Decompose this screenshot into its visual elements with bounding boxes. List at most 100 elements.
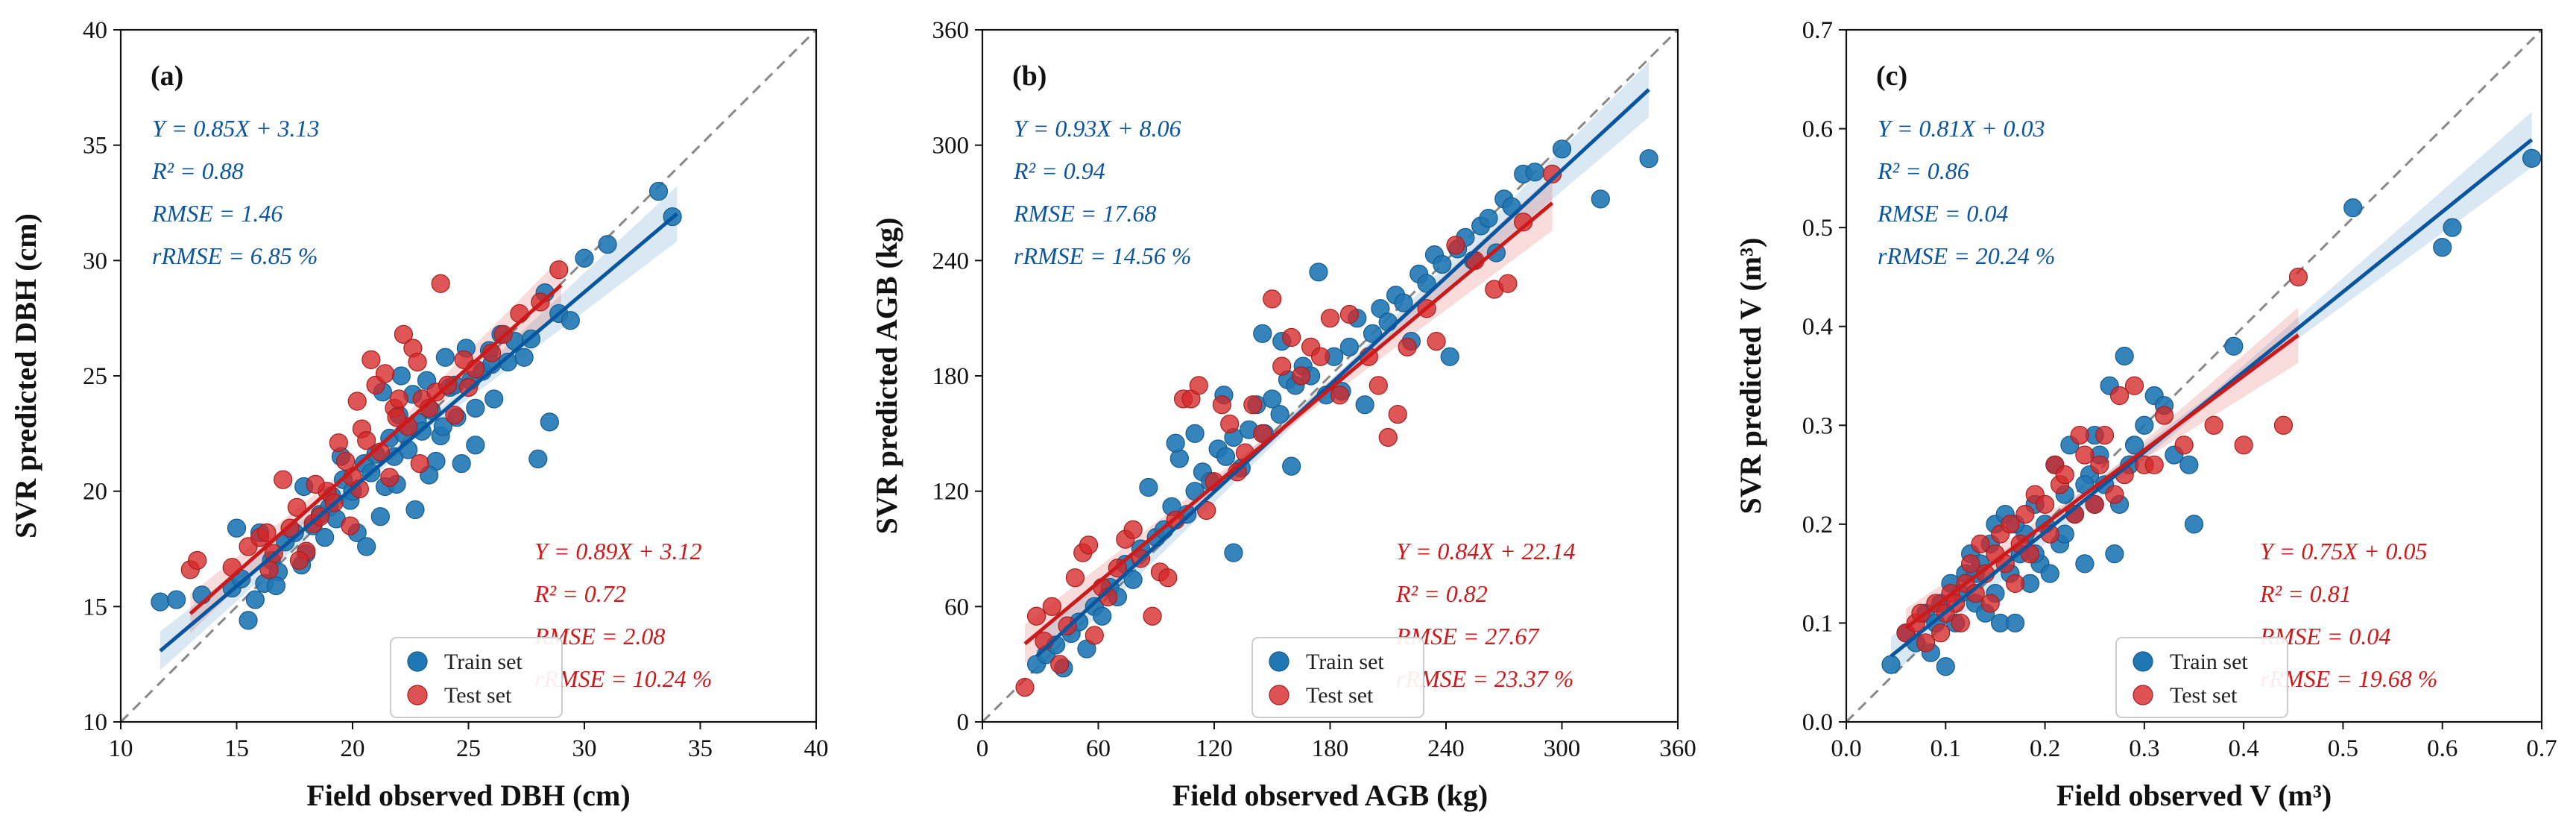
train-point	[484, 389, 504, 409]
test-point	[1253, 424, 1272, 443]
train-stat-line: R² = 0.94	[1013, 157, 1105, 184]
train-point	[435, 348, 455, 367]
test-point	[1542, 164, 1562, 183]
legend-test-label: Test set	[1306, 683, 1374, 708]
train-stat-line: rRMSE = 14.56 %	[1014, 242, 1191, 269]
y-axis-title: SVR predicted DBH (cm)	[9, 213, 42, 538]
test-point	[1498, 274, 1518, 293]
y-tick-label: 0.0	[1802, 709, 1833, 736]
test-stat-line: Y = 0.84X + 22.14	[1396, 538, 1576, 565]
train-point	[2040, 564, 2059, 583]
train-point	[1936, 657, 1955, 676]
train-point	[2343, 198, 2363, 218]
test-point	[1263, 289, 1282, 309]
train-point	[528, 449, 548, 468]
train-point	[151, 592, 170, 612]
chart-panel-2: 0 60 120 180 240 300 360 0 60 120 180 240 300 360 Fiel…	[870, 17, 1696, 812]
test-point	[1220, 414, 1240, 434]
y-tick-label: 0.4	[1802, 314, 1833, 341]
plot-frame	[1845, 28, 2543, 723]
train-point	[315, 527, 335, 547]
x-tick-label: 0	[976, 735, 989, 762]
train-stat-line: Y = 0.85X + 3.13	[152, 115, 320, 142]
legend-train-marker	[1269, 651, 1289, 672]
test-point	[2174, 436, 2194, 455]
y-tick-label: 0.1	[1802, 610, 1833, 637]
x-tick-label: 0.3	[2129, 735, 2159, 762]
legend-test-label: Test set	[2170, 683, 2238, 708]
test-point	[329, 433, 348, 453]
legend-box	[1251, 637, 1424, 718]
test-point	[410, 453, 429, 474]
train-point	[391, 366, 411, 386]
train-point	[2124, 436, 2144, 455]
test-point	[1339, 304, 1360, 324]
test-point	[1971, 534, 1990, 553]
test-point	[1042, 597, 1061, 616]
test-point	[362, 350, 381, 369]
train-point	[1355, 395, 1374, 415]
train-point	[561, 311, 580, 330]
y-tick-label: 0.5	[1802, 215, 1833, 242]
y-tick-label: 30	[83, 248, 107, 274]
x-tick-label: 0.2	[2030, 735, 2060, 762]
train-stat-line: rRMSE = 6.85 %	[152, 242, 318, 269]
test-point	[2154, 406, 2174, 425]
train-point	[1253, 324, 1272, 343]
legend: Train set Test set	[2115, 637, 2288, 718]
train-stat-line: R² = 0.86	[1877, 157, 1969, 184]
train-point	[466, 436, 485, 455]
train-point	[2184, 515, 2204, 534]
x-tick-label: 240	[1427, 735, 1465, 762]
test-point	[375, 364, 395, 383]
train-point	[1123, 570, 1143, 589]
test-point	[1085, 626, 1104, 645]
train-point	[239, 611, 258, 630]
y-tick-label: 60	[944, 594, 969, 620]
test-point	[1398, 337, 1417, 356]
test-point	[2090, 455, 2109, 474]
test-stat-line: R² = 0.72	[534, 580, 626, 607]
test-point	[394, 324, 414, 344]
test-point	[1916, 633, 1936, 653]
test-point	[1065, 568, 1085, 588]
test-point	[2273, 415, 2294, 435]
test-stat-line: R² = 0.82	[1395, 580, 1488, 607]
x-tick-label: 0.4	[2229, 735, 2259, 762]
x-tick-label: 35	[688, 735, 713, 762]
test-point	[1243, 395, 1263, 415]
y-tick-label: 20	[83, 479, 107, 506]
train-point	[266, 576, 285, 596]
test-stat-line: Y = 0.89X + 3.12	[534, 538, 702, 565]
train-point	[1525, 163, 1544, 182]
chart-panel-1: 10 15 20 25 30 35 40 10 15 20 25 30 35 40 Field observ…	[9, 17, 829, 812]
test-point	[2094, 425, 2115, 445]
train-regression-line	[159, 212, 679, 653]
legend-test-marker	[407, 685, 428, 705]
test-point	[347, 392, 367, 411]
y-tick-label: 40	[83, 17, 107, 44]
y-axis-title: SVR predicted V (m³)	[1734, 238, 1767, 515]
test-regression-line	[1904, 333, 2299, 630]
test-stat-line: Y = 0.75X + 0.05	[2260, 538, 2428, 565]
train-point	[2115, 346, 2134, 366]
train-stat-line: RMSE = 1.46	[151, 200, 282, 227]
test-point	[188, 550, 207, 571]
test-point	[1189, 376, 1208, 395]
y-tick-label: 120	[932, 479, 970, 506]
train-stat-line: rRMSE = 20.24 %	[1878, 242, 2055, 269]
test-point	[2035, 494, 2055, 514]
y-axis-title: SVR predicted AGB (kg)	[870, 218, 903, 535]
train-point	[2522, 148, 2542, 168]
x-tick-label: 40	[804, 735, 829, 762]
test-point	[380, 468, 400, 487]
test-point	[2005, 573, 2025, 594]
x-tick-label: 120	[1196, 735, 1233, 762]
legend-test-marker	[1269, 685, 1289, 705]
test-point	[2288, 267, 2308, 287]
panel-letter: (a)	[151, 60, 183, 92]
test-point	[306, 474, 325, 494]
x-axis-title: Field observed DBH (cm)	[306, 779, 630, 812]
train-point	[1394, 293, 1413, 312]
y-tick-label: 0.7	[1802, 17, 1833, 44]
